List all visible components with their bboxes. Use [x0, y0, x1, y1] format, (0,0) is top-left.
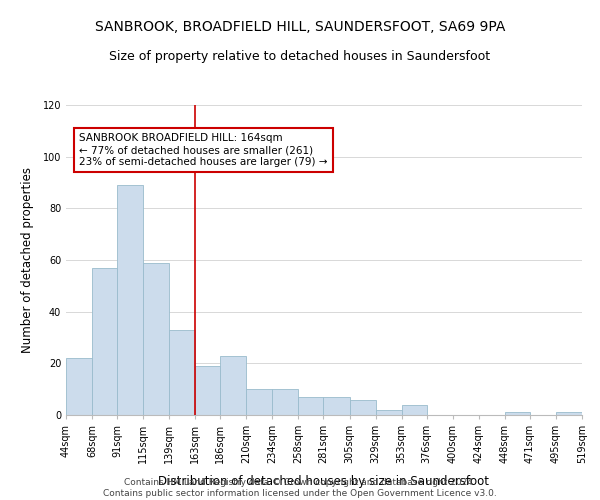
Bar	[169, 330, 195, 415]
Bar	[505, 412, 530, 415]
Text: SANBROOK, BROADFIELD HILL, SAUNDERSFOOT, SA69 9PA: SANBROOK, BROADFIELD HILL, SAUNDERSFOOT,…	[95, 20, 505, 34]
Text: Contains HM Land Registry data © Crown copyright and database right 2024.
Contai: Contains HM Land Registry data © Crown c…	[103, 478, 497, 498]
Bar	[272, 389, 298, 415]
Bar	[117, 185, 143, 415]
Bar	[298, 397, 323, 415]
Text: Size of property relative to detached houses in Saundersfoot: Size of property relative to detached ho…	[109, 50, 491, 63]
Bar	[195, 366, 220, 415]
Bar	[323, 397, 350, 415]
Bar	[401, 404, 427, 415]
X-axis label: Distribution of detached houses by size in Saundersfoot: Distribution of detached houses by size …	[158, 474, 490, 488]
Bar	[556, 412, 582, 415]
Bar	[143, 262, 169, 415]
Bar	[247, 389, 272, 415]
Text: SANBROOK BROADFIELD HILL: 164sqm
← 77% of detached houses are smaller (261)
23% : SANBROOK BROADFIELD HILL: 164sqm ← 77% o…	[79, 134, 328, 166]
Bar	[66, 358, 92, 415]
Bar	[350, 400, 376, 415]
Bar	[376, 410, 401, 415]
Bar	[220, 356, 247, 415]
Bar	[92, 268, 117, 415]
Y-axis label: Number of detached properties: Number of detached properties	[22, 167, 34, 353]
